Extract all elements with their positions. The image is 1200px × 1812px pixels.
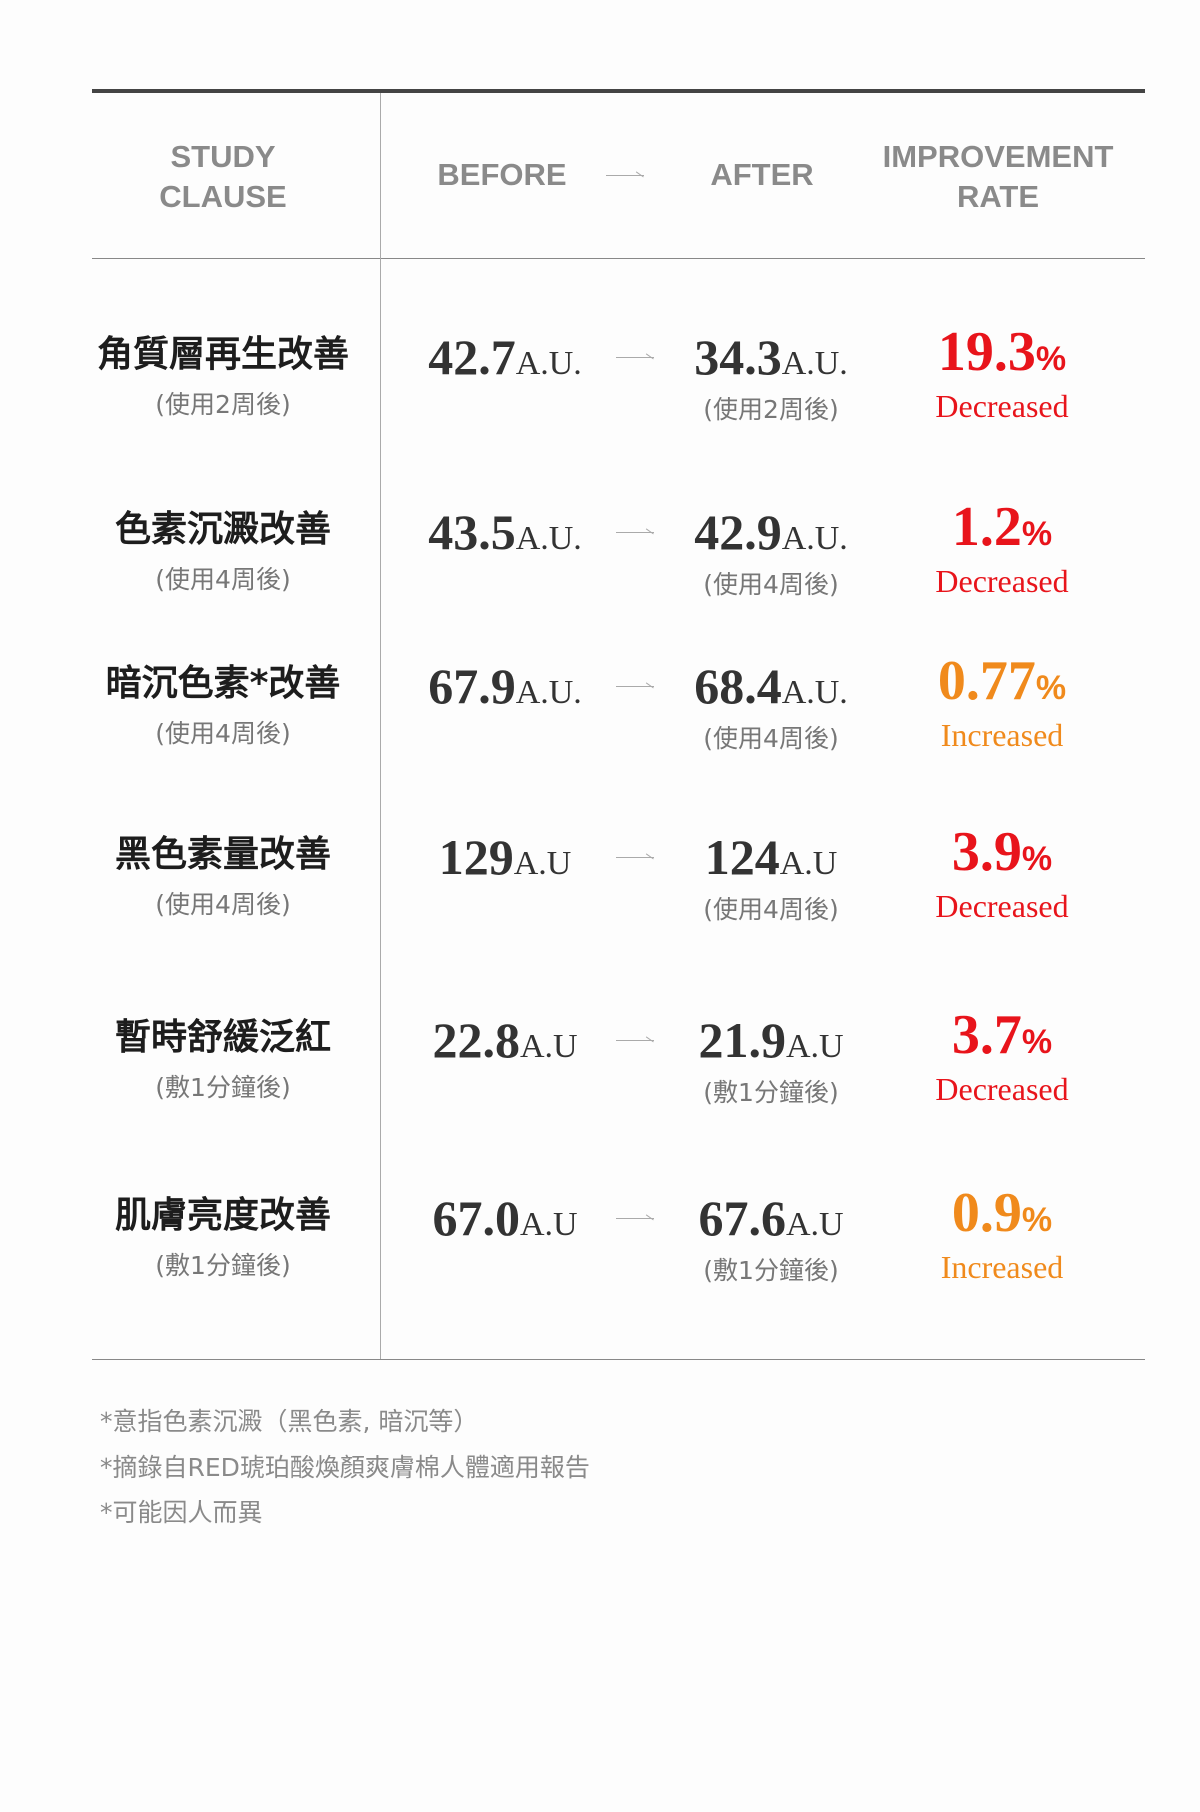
after-period: (使用2周後): [703, 395, 839, 424]
study-title: 角質層再生改善: [96, 334, 350, 375]
footnote: *摘錄自RED琥珀酸煥顏爽膚棉人體適用報告: [100, 1453, 590, 1482]
arrow-icon: [616, 686, 654, 687]
arrow-icon: [616, 1218, 654, 1219]
before-value: 67.0A.U: [432, 1190, 578, 1246]
after-period: (敷1分鐘後): [703, 1078, 839, 1107]
header-improvement-rate: IMPROVEMENT RATE: [882, 139, 1114, 214]
after-period: (使用4周後): [703, 570, 839, 599]
before-value: 129A.U: [438, 829, 572, 885]
after-value: 21.9A.U: [698, 1012, 844, 1068]
rate-direction: Decreased: [935, 888, 1069, 924]
arrow-icon: [616, 532, 654, 533]
rate-direction: Increased: [940, 717, 1064, 753]
arrow-icon: [606, 175, 644, 176]
rate-direction: Decreased: [935, 563, 1069, 599]
before-value: 43.5A.U.: [428, 504, 582, 560]
before-value: 22.8A.U: [432, 1012, 578, 1068]
header-after: AFTER: [710, 157, 814, 192]
after-value: 42.9A.U.: [694, 504, 848, 560]
study-period: (使用4周後): [155, 565, 291, 594]
rate-direction: Increased: [940, 1249, 1064, 1285]
footnote: *意指色素沉澱（黑色素, 暗沉等）: [100, 1407, 479, 1436]
header-study-clause: STUDY CLAUSE: [159, 139, 287, 214]
improvement-rate: 3.9%: [951, 821, 1053, 883]
rate-direction: Decreased: [935, 1071, 1069, 1107]
study-period: (敷1分鐘後): [155, 1073, 291, 1102]
column-divider: [380, 93, 381, 1359]
study-title: 色素沉澱改善: [114, 509, 332, 550]
header-divider: [92, 258, 1145, 259]
after-period: (敷1分鐘後): [703, 1256, 839, 1285]
improvement-rate: 1.2%: [951, 496, 1053, 558]
header-before: BEFORE: [437, 157, 567, 192]
after-value: 124A.U: [704, 829, 838, 885]
improvement-rate: 3.7%: [951, 1004, 1053, 1066]
study-title: 暗沉色素*改善: [105, 663, 341, 704]
table-bottom-rule: [92, 1359, 1145, 1360]
study-title: 黑色素量改善: [114, 834, 332, 875]
study-period: (敷1分鐘後): [155, 1251, 291, 1280]
after-period: (使用4周後): [703, 895, 839, 924]
table-top-rule: [92, 89, 1145, 93]
after-period: (使用4周後): [703, 724, 839, 753]
arrow-icon: [616, 1040, 654, 1041]
arrow-icon: [616, 357, 654, 358]
improvement-rate: 0.9%: [951, 1182, 1053, 1244]
before-value: 42.7A.U.: [428, 329, 582, 385]
improvement-rate: 19.3%: [937, 321, 1067, 383]
study-period: (使用4周後): [155, 719, 291, 748]
study-period: (使用2周後): [155, 390, 291, 419]
study-period: (使用4周後): [155, 890, 291, 919]
improvement-rate: 0.77%: [937, 650, 1067, 712]
after-value: 67.6A.U: [698, 1190, 844, 1246]
study-title: 肌膚亮度改善: [114, 1195, 332, 1236]
after-value: 34.3A.U.: [694, 329, 848, 385]
after-value: 68.4A.U.: [694, 658, 848, 714]
arrow-icon: [616, 857, 654, 858]
rate-direction: Decreased: [935, 388, 1069, 424]
footnote: *可能因人而異: [100, 1498, 263, 1527]
before-value: 67.9A.U.: [428, 658, 582, 714]
study-title: 暫時舒緩泛紅: [114, 1017, 332, 1058]
